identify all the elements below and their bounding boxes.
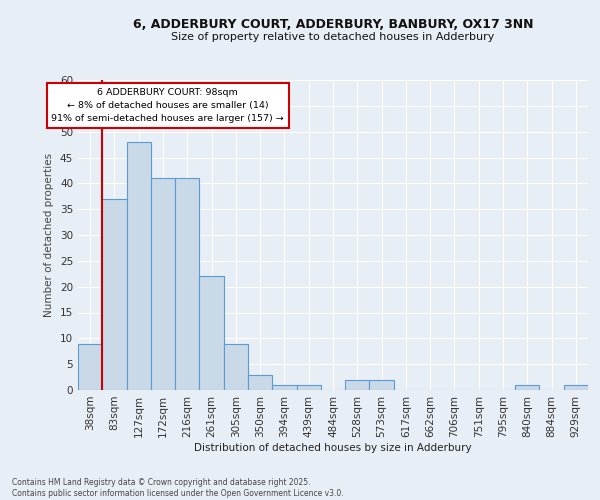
Text: Size of property relative to detached houses in Adderbury: Size of property relative to detached ho… <box>172 32 494 42</box>
Bar <box>175 178 199 390</box>
Bar <box>345 380 370 390</box>
Bar <box>370 380 394 390</box>
Bar <box>272 385 296 390</box>
Bar <box>102 199 127 390</box>
Text: Contains HM Land Registry data © Crown copyright and database right 2025.
Contai: Contains HM Land Registry data © Crown c… <box>12 478 344 498</box>
Bar <box>248 374 272 390</box>
Text: 6 ADDERBURY COURT: 98sqm
← 8% of detached houses are smaller (14)
91% of semi-de: 6 ADDERBURY COURT: 98sqm ← 8% of detache… <box>52 88 284 123</box>
Bar <box>151 178 175 390</box>
Bar <box>515 385 539 390</box>
Bar <box>199 276 224 390</box>
Text: 6, ADDERBURY COURT, ADDERBURY, BANBURY, OX17 3NN: 6, ADDERBURY COURT, ADDERBURY, BANBURY, … <box>133 18 533 30</box>
Bar <box>224 344 248 390</box>
Bar <box>127 142 151 390</box>
X-axis label: Distribution of detached houses by size in Adderbury: Distribution of detached houses by size … <box>194 442 472 452</box>
Bar <box>78 344 102 390</box>
Y-axis label: Number of detached properties: Number of detached properties <box>44 153 55 317</box>
Bar <box>296 385 321 390</box>
Bar <box>564 385 588 390</box>
